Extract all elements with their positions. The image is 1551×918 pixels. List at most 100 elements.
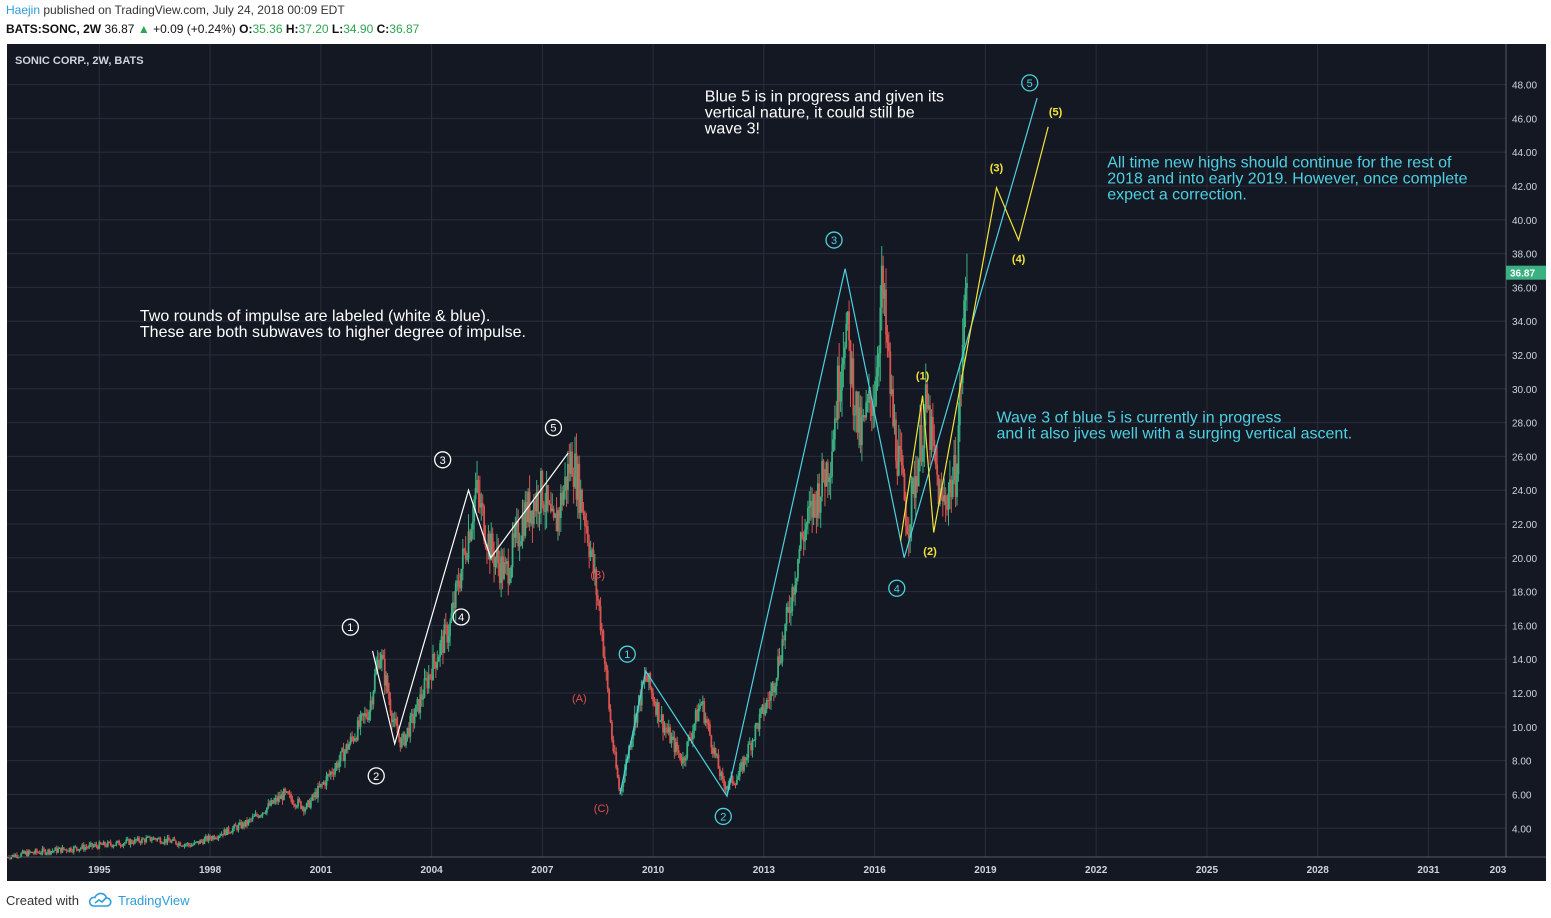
candle-body bbox=[904, 500, 907, 527]
candle-body bbox=[388, 691, 390, 700]
candle-body bbox=[339, 751, 342, 762]
candle-body bbox=[532, 501, 535, 525]
author-link[interactable]: Haejin bbox=[6, 3, 41, 17]
y-tick-label: 28.00 bbox=[1512, 419, 1537, 430]
candle-body bbox=[836, 365, 839, 420]
candle-body bbox=[954, 455, 957, 497]
candle-body bbox=[273, 800, 275, 804]
candle-body bbox=[31, 851, 34, 854]
candle-body bbox=[34, 849, 37, 854]
candle-body bbox=[314, 792, 317, 797]
candle-body bbox=[123, 842, 126, 844]
candle-body bbox=[505, 561, 508, 564]
candle-body bbox=[212, 836, 214, 840]
candle-body bbox=[172, 838, 175, 841]
candle-body bbox=[900, 449, 903, 466]
candle-body bbox=[697, 708, 700, 722]
candle-body bbox=[135, 839, 138, 841]
candle-body bbox=[744, 757, 747, 761]
candle-body bbox=[650, 687, 653, 693]
candle-body bbox=[114, 844, 116, 846]
candle-body bbox=[589, 551, 592, 557]
candle-body bbox=[430, 675, 433, 681]
wave-label-circle bbox=[714, 807, 732, 826]
candle-body bbox=[68, 847, 71, 852]
chart-frame[interactable]: 4.00 6.00 8.00 10.00 12.00 14.00 16.00 18.00 20.… bbox=[6, 44, 1546, 881]
candle-body bbox=[639, 695, 642, 706]
candle-body bbox=[620, 786, 623, 792]
candle-body bbox=[693, 723, 696, 731]
wave-label: 5 bbox=[544, 419, 563, 437]
candle-body bbox=[325, 776, 328, 786]
candle-body bbox=[486, 547, 488, 551]
price-axis: 4.00 6.00 8.00 10.00 12.00 14.00 16.00 18.00 20.… bbox=[1512, 81, 1537, 836]
high-label: H: bbox=[285, 22, 299, 36]
candle-body bbox=[534, 501, 537, 512]
candle-body bbox=[593, 569, 596, 574]
candle-body bbox=[378, 659, 380, 669]
candle-body bbox=[392, 719, 395, 723]
high-value: 37.20 bbox=[298, 22, 329, 36]
candle-body bbox=[155, 838, 158, 840]
candle-body bbox=[256, 814, 258, 816]
candle-body bbox=[567, 463, 569, 490]
candle-body bbox=[879, 307, 882, 354]
candle-body bbox=[329, 771, 332, 775]
candle-body bbox=[876, 367, 879, 377]
wave-label: (2) bbox=[923, 546, 937, 558]
candle-body bbox=[44, 849, 47, 855]
candle-body bbox=[710, 735, 713, 748]
candle-body bbox=[814, 494, 816, 501]
candle-body bbox=[514, 526, 517, 538]
x-tick-label: 2013 bbox=[753, 865, 776, 876]
candle-body bbox=[801, 532, 804, 537]
candle-body bbox=[802, 536, 805, 542]
x-tick-label: 203 bbox=[1490, 865, 1507, 876]
candle-body bbox=[166, 837, 169, 843]
candle-body bbox=[920, 424, 923, 462]
candle-body bbox=[403, 733, 406, 746]
candle-body bbox=[10, 856, 13, 860]
wave-label: 4 bbox=[888, 579, 906, 597]
candle-body bbox=[346, 744, 349, 750]
candle-body bbox=[501, 556, 504, 580]
candle-body bbox=[202, 841, 204, 844]
candle-body bbox=[38, 852, 41, 854]
tradingview-link[interactable]: TradingView bbox=[118, 893, 190, 908]
candle-body bbox=[762, 704, 765, 715]
candle-body bbox=[753, 739, 755, 741]
candle-body bbox=[55, 847, 58, 853]
wave-label-text: 4 bbox=[894, 583, 900, 595]
candle-body bbox=[893, 419, 896, 427]
candle-body bbox=[98, 842, 101, 849]
price-chart[interactable]: 4.00 6.00 8.00 10.00 12.00 14.00 16.00 18.00 20.… bbox=[6, 44, 1546, 881]
candle-body bbox=[179, 842, 182, 846]
candle-body bbox=[912, 477, 914, 481]
candle-body bbox=[89, 843, 92, 845]
candle-body bbox=[892, 389, 895, 427]
candle-body bbox=[862, 415, 865, 418]
candle-body bbox=[890, 389, 893, 394]
candle-body bbox=[187, 843, 190, 845]
candle-body bbox=[190, 845, 193, 847]
candle-body bbox=[947, 492, 950, 510]
candle-body bbox=[866, 400, 869, 403]
candle-body bbox=[819, 496, 822, 513]
annotation-text: Wave 3 of blue 5 is currently in progres… bbox=[996, 410, 1352, 443]
candle-body bbox=[666, 730, 669, 733]
wave-label-text: (4) bbox=[1012, 254, 1026, 266]
candle-body bbox=[494, 558, 497, 568]
candle-body bbox=[559, 492, 562, 518]
candle-body bbox=[554, 513, 557, 518]
candle-body bbox=[182, 845, 184, 847]
candle-body bbox=[521, 515, 524, 541]
candle-body bbox=[798, 549, 801, 560]
wave-line bbox=[619, 97, 1038, 798]
chart-title: SONIC CORP., 2W, BATS bbox=[15, 55, 144, 67]
candle-body bbox=[111, 844, 113, 847]
candle-body bbox=[747, 744, 750, 759]
candle-body bbox=[194, 841, 197, 843]
candle-body bbox=[907, 533, 910, 538]
candle-body bbox=[568, 463, 571, 474]
candle-body bbox=[599, 606, 602, 631]
